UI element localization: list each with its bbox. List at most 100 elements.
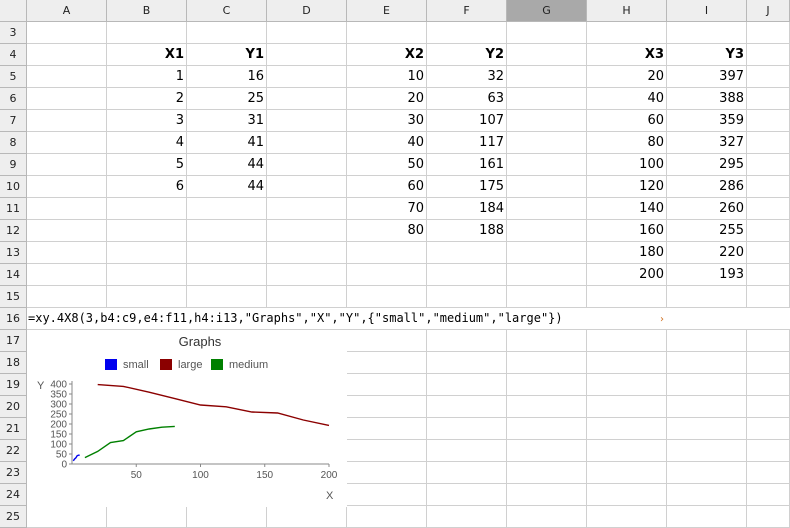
cell[interactable] (667, 198, 747, 220)
cell-value[interactable]: 140 (639, 201, 664, 216)
row-header-4[interactable]: 4 (0, 44, 27, 66)
cell[interactable] (667, 66, 747, 88)
cell-value[interactable]: 44 (247, 157, 264, 172)
cell[interactable] (747, 374, 790, 396)
cell[interactable] (507, 506, 587, 528)
cell[interactable] (667, 374, 747, 396)
cell[interactable] (587, 440, 667, 462)
cell-value[interactable]: 255 (719, 223, 744, 238)
cell-value[interactable]: 20 (407, 91, 424, 106)
column-header-g[interactable]: G (507, 0, 587, 22)
cell[interactable] (187, 22, 267, 44)
cell[interactable] (187, 44, 267, 66)
cell[interactable] (107, 264, 187, 286)
column-header-c[interactable]: C (187, 0, 267, 22)
cell[interactable] (507, 484, 587, 506)
cell[interactable] (747, 88, 790, 110)
cell[interactable] (667, 506, 747, 528)
cell[interactable] (187, 132, 267, 154)
cell[interactable] (587, 308, 667, 330)
row-header-14[interactable]: 14 (0, 264, 27, 286)
cell[interactable] (267, 44, 347, 66)
formula-cell-text[interactable]: =xy.4X8(3,b4:c9,e4:f11,h4:i13,"Graphs","… (28, 311, 563, 325)
cell[interactable] (747, 462, 790, 484)
cell[interactable] (27, 198, 107, 220)
cell-value[interactable]: 2 (175, 91, 184, 106)
cell[interactable] (347, 440, 427, 462)
cell-value[interactable]: 44 (247, 179, 264, 194)
cell[interactable] (587, 176, 667, 198)
cell-value[interactable]: 120 (639, 179, 664, 194)
cell-value[interactable]: 220 (719, 245, 744, 260)
cell[interactable] (747, 264, 790, 286)
cell-value[interactable]: 161 (479, 157, 504, 172)
cell[interactable] (107, 132, 187, 154)
row-header-17[interactable]: 17 (0, 330, 27, 352)
cell[interactable] (427, 308, 507, 330)
cell[interactable] (427, 198, 507, 220)
cell[interactable] (427, 154, 507, 176)
cell[interactable] (507, 176, 587, 198)
cell[interactable] (747, 418, 790, 440)
cell[interactable] (667, 242, 747, 264)
cell[interactable] (507, 374, 587, 396)
cell-value[interactable]: 184 (479, 201, 504, 216)
cell[interactable] (27, 506, 107, 528)
cell[interactable] (667, 418, 747, 440)
cell[interactable] (347, 352, 427, 374)
cell[interactable] (587, 110, 667, 132)
cell[interactable] (667, 462, 747, 484)
cell-value[interactable]: 25 (247, 91, 264, 106)
cell[interactable] (347, 220, 427, 242)
cell[interactable] (267, 88, 347, 110)
cell[interactable] (587, 220, 667, 242)
cell[interactable] (347, 396, 427, 418)
cell[interactable] (347, 418, 427, 440)
cell[interactable] (27, 264, 107, 286)
column-header-h[interactable]: H (587, 0, 667, 22)
cell[interactable] (427, 132, 507, 154)
cell-value[interactable]: 295 (719, 157, 744, 172)
cell[interactable] (347, 242, 427, 264)
cell[interactable] (587, 330, 667, 352)
cell-value[interactable]: 160 (639, 223, 664, 238)
cell[interactable] (667, 88, 747, 110)
cell[interactable] (27, 308, 107, 330)
cell[interactable] (347, 484, 427, 506)
cell[interactable] (667, 132, 747, 154)
column-header-e[interactable]: E (347, 0, 427, 22)
cell[interactable] (107, 286, 187, 308)
cell[interactable] (107, 154, 187, 176)
cell[interactable] (507, 264, 587, 286)
cell[interactable] (427, 88, 507, 110)
cell[interactable] (667, 264, 747, 286)
cell-value[interactable]: 359 (719, 113, 744, 128)
cell[interactable] (507, 418, 587, 440)
row-header-12[interactable]: 12 (0, 220, 27, 242)
cell[interactable] (507, 308, 587, 330)
row-header-23[interactable]: 23 (0, 462, 27, 484)
cell[interactable] (667, 330, 747, 352)
cell[interactable] (667, 22, 747, 44)
cell[interactable] (747, 220, 790, 242)
cell[interactable] (27, 242, 107, 264)
cell[interactable] (427, 506, 507, 528)
cell-value[interactable]: 286 (719, 179, 744, 194)
cell[interactable] (347, 374, 427, 396)
cell[interactable] (107, 176, 187, 198)
cell[interactable] (267, 110, 347, 132)
cell[interactable] (27, 132, 107, 154)
cell[interactable] (187, 286, 267, 308)
cell[interactable] (427, 44, 507, 66)
row-header-19[interactable]: 19 (0, 374, 27, 396)
cell-value[interactable]: 20 (647, 69, 664, 84)
cell[interactable] (427, 220, 507, 242)
cell[interactable] (667, 44, 747, 66)
cell-value[interactable]: 40 (647, 91, 664, 106)
cell-value[interactable]: 100 (639, 157, 664, 172)
cell-value[interactable]: 117 (479, 135, 504, 150)
cell[interactable] (427, 110, 507, 132)
cell[interactable] (747, 22, 790, 44)
cell[interactable] (427, 242, 507, 264)
cell[interactable] (107, 22, 187, 44)
